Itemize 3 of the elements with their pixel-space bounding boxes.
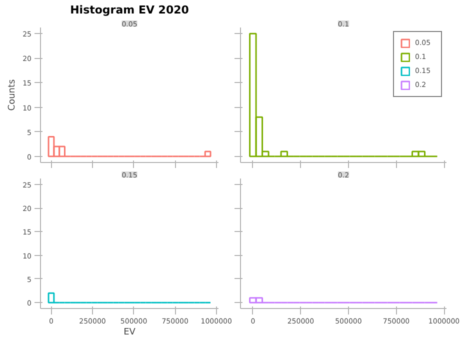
x-axis-title: EV [124,328,136,338]
chart-title: Histogram EV 2020 [70,4,190,16]
y-axis-title: Counts [8,78,18,111]
